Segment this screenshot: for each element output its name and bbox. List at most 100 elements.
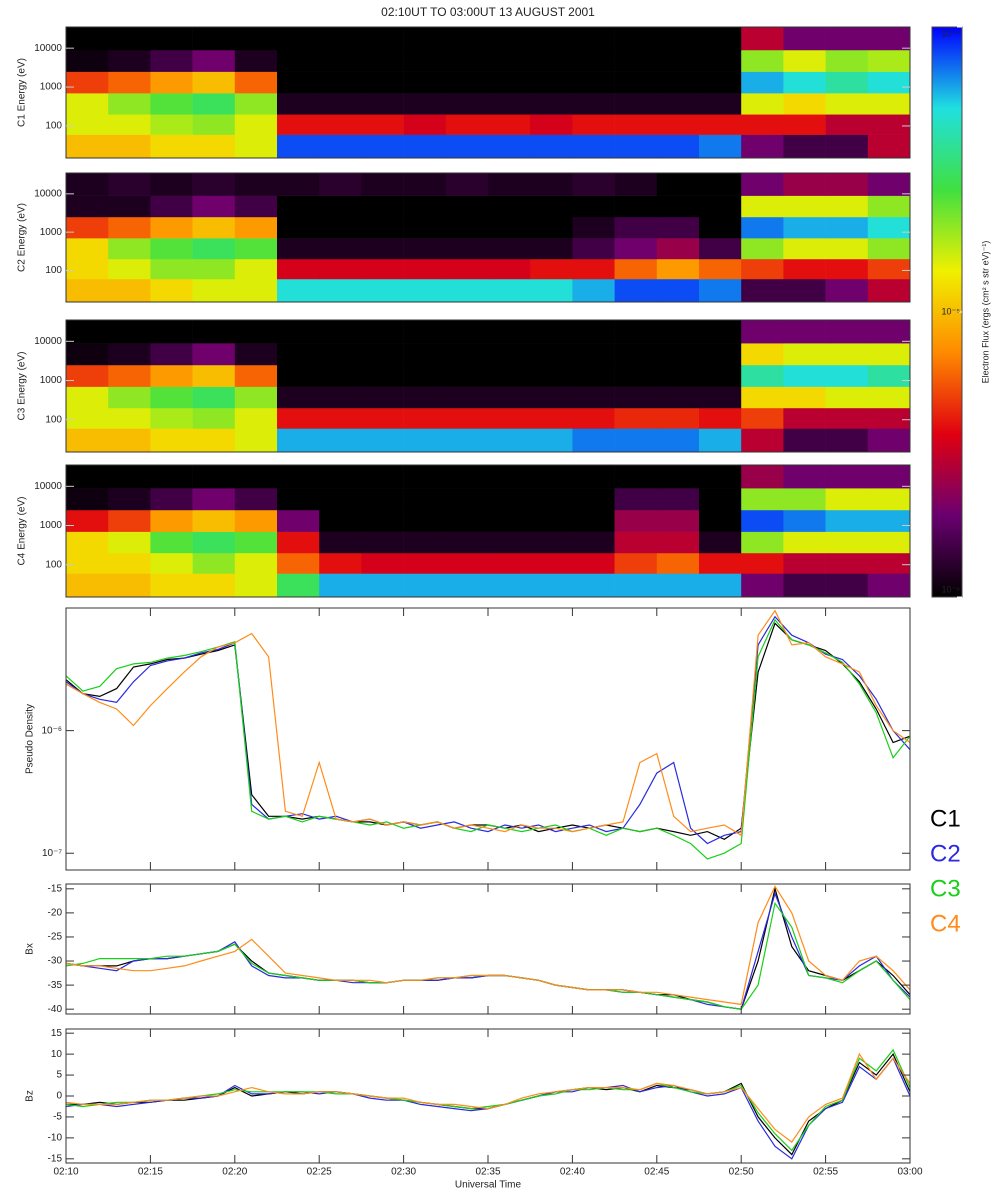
panel: [66, 320, 910, 452]
y-tick-label: 100: [45, 121, 62, 132]
heatmap-cell: [867, 27, 910, 51]
heatmap-cell: [614, 573, 658, 597]
heatmap-cell: [234, 278, 278, 302]
y-axis-label: Pseudo Density: [25, 704, 36, 774]
heatmap-cell: [572, 488, 615, 511]
heatmap-cell: [530, 258, 573, 280]
heatmap-cell: [656, 531, 700, 554]
heatmap-cell: [445, 552, 489, 574]
heatmap-cell: [403, 195, 447, 218]
heatmap-cell: [530, 49, 573, 72]
heatmap-cell: [488, 465, 531, 489]
heatmap-cell: [234, 216, 278, 239]
heatmap-cell: [741, 71, 784, 94]
heatmap-cell: [614, 49, 658, 72]
legend-entry: C2: [930, 840, 961, 867]
heatmap-cell: [361, 278, 404, 302]
heatmap-cell: [108, 364, 151, 387]
heatmap-cell: [277, 71, 320, 94]
data-line: [66, 885, 910, 1006]
heatmap-cell: [234, 509, 278, 532]
heatmap-cell: [614, 173, 658, 196]
heatmap-cell: [572, 71, 615, 94]
heatmap-cell: [614, 93, 658, 115]
heatmap-cell: [319, 114, 362, 135]
heatmap-cell: [150, 216, 193, 239]
heatmap-cell: [445, 134, 489, 158]
heatmap-cell: [277, 173, 320, 196]
heatmap-cell: [361, 258, 404, 280]
heatmap-cell: [614, 195, 658, 218]
heatmap-cell: [741, 386, 784, 409]
heatmap-cell: [656, 386, 700, 409]
colorbar-tick-label: 10⁻⁴: [941, 28, 960, 38]
heatmap-cell: [572, 509, 615, 532]
figure-title: 02:10UT TO 03:00UT 13 AUGUST 2001: [381, 5, 595, 19]
heatmap-cell: [277, 386, 320, 409]
panel-frame: [65, 319, 911, 453]
heatmap-cell: [150, 93, 193, 115]
heatmap-cell: [403, 93, 447, 115]
heatmap-cell: [783, 238, 826, 260]
heatmap-cell: [572, 173, 615, 196]
plot-area: [66, 609, 910, 860]
heatmap-cell: [783, 216, 826, 239]
y-tick-label: 1000: [40, 520, 63, 531]
heatmap-cell: [614, 258, 658, 280]
heatmap-cell: [783, 343, 826, 366]
heatmap-cell: [572, 258, 615, 280]
y-tick-label: -15: [48, 1153, 63, 1164]
heatmap-cell: [867, 428, 910, 452]
heatmap-cell: [403, 258, 447, 280]
heatmap-cell: [530, 71, 573, 94]
heatmap-cell: [699, 552, 742, 574]
heatmap-cell: [867, 343, 910, 366]
heatmap-cell: [867, 114, 910, 135]
heatmap-cell: [572, 428, 615, 452]
data-line: [66, 886, 910, 1010]
heatmap-cell: [825, 258, 869, 280]
heatmap-cell: [108, 320, 151, 344]
heatmap-cell: [614, 386, 658, 409]
heatmap-cell: [108, 552, 151, 574]
heatmap-cell: [783, 364, 826, 387]
heatmap-cell: [656, 114, 700, 135]
heatmap-cell: [614, 552, 658, 574]
heatmap-cell: [530, 531, 573, 554]
heatmap-cell: [192, 173, 236, 196]
y-tick-label: 1000: [40, 375, 63, 386]
heatmap-cell: [825, 573, 869, 597]
heatmap-cell: [361, 465, 404, 489]
panel: [66, 609, 910, 860]
heatmap-cell: [66, 258, 109, 280]
heatmap-cell: [530, 216, 573, 239]
heatmap-cell: [66, 71, 109, 94]
heatmap-cell: [192, 428, 236, 452]
heatmap-cell: [867, 364, 910, 387]
heatmap-cell: [530, 465, 573, 489]
heatmap-cell: [530, 173, 573, 196]
heatmap-cell: [488, 386, 531, 409]
heatmap-cell: [66, 216, 109, 239]
heatmap-cell: [488, 278, 531, 302]
heatmap-cell: [741, 93, 784, 115]
heatmap-cell: [361, 488, 404, 511]
heatmap-cell: [66, 386, 109, 409]
heatmap-cell: [488, 173, 531, 196]
heatmap-cell: [783, 428, 826, 452]
heatmap-cell: [319, 488, 362, 511]
heatmap-cell: [825, 320, 869, 344]
heatmap-cell: [108, 488, 151, 511]
y-tick-label: -5: [53, 1112, 62, 1123]
heatmap-cell: [108, 93, 151, 115]
heatmap-cell: [319, 343, 362, 366]
heatmap-cell: [108, 258, 151, 280]
heatmap-cell: [530, 27, 573, 51]
x-tick-label: 02:10: [53, 1167, 78, 1178]
heatmap-cell: [150, 320, 193, 344]
y-tick-label: 5: [56, 1070, 62, 1081]
heatmap-cell: [403, 488, 447, 511]
heatmap-cell: [108, 509, 151, 532]
heatmap-cell: [234, 386, 278, 409]
